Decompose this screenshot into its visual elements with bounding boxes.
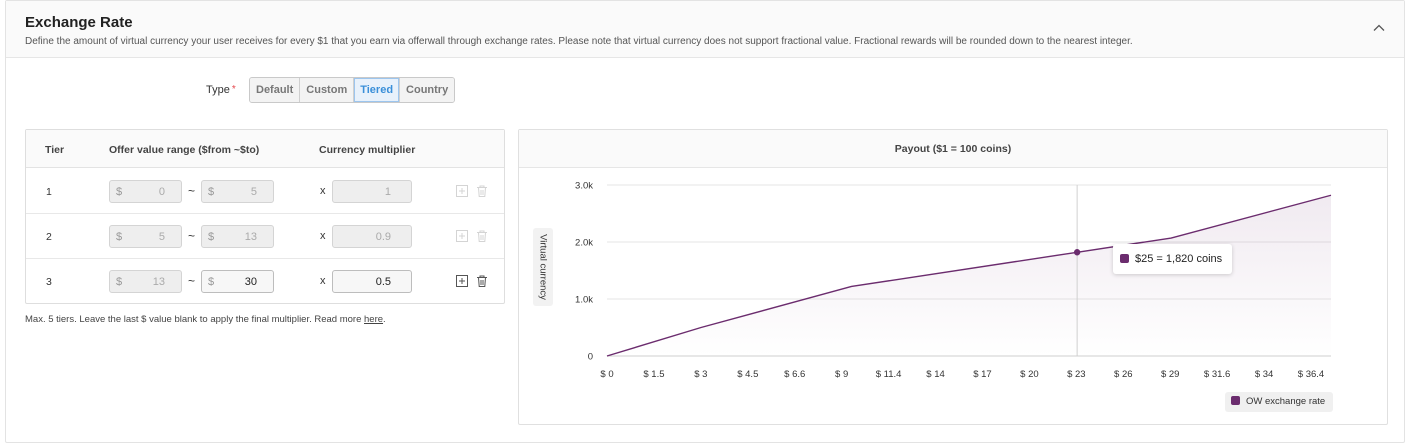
tier-table: Tier Offer value range ($from ~$to) Curr… xyxy=(25,129,505,304)
payout-chart: 0 1.0k 2.0k 3.0k $ 0 $ 1.5 $ 3 $ 4.5 $ 6.6 $ 9 $ 1… xyxy=(575,181,1332,380)
x-tick-label: $ 23 xyxy=(1067,369,1086,380)
x-tick-label: $ 17 xyxy=(973,369,992,380)
to-input[interactable]: $30 xyxy=(201,270,274,293)
x-tick-label: $ 11.4 xyxy=(876,369,902,380)
tier-row: 2 $5 ~ $13 x 0.9 xyxy=(26,214,504,259)
x-tick-label: $ 14 xyxy=(926,369,945,380)
from-input: $13 xyxy=(109,270,182,293)
x-tick-label: $ 26 xyxy=(1114,369,1133,380)
from-input: $0 xyxy=(109,180,182,203)
y-tick-label: 2.0k xyxy=(575,238,593,249)
add-tier-icon[interactable] xyxy=(455,274,469,288)
multiply-sign: x xyxy=(320,275,326,287)
range-tilde: ~ xyxy=(188,274,196,288)
tooltip-point xyxy=(1073,249,1081,256)
header-tier: Tier xyxy=(45,144,65,156)
type-label: Type * xyxy=(206,84,236,96)
type-option-country[interactable]: Country xyxy=(400,78,455,102)
trash-icon xyxy=(477,230,487,242)
exchange-rate-panel: Exchange Rate Define the amount of virtu… xyxy=(5,0,1405,443)
type-option-custom[interactable]: Custom xyxy=(300,78,355,102)
chart-legend[interactable]: OW exchange rate xyxy=(1225,392,1334,412)
chart-header: Payout ($1 = 100 coins) xyxy=(519,130,1387,168)
panel-title: Exchange Rate xyxy=(25,14,133,31)
y-tick-label: 3.0k xyxy=(575,181,593,192)
range-tilde: ~ xyxy=(188,229,196,243)
header-multiplier: Currency multiplier xyxy=(319,144,416,156)
tier-hint: Max. 5 tiers. Leave the last $ value bla… xyxy=(25,314,386,325)
to-input: $5 xyxy=(201,180,274,203)
series-area xyxy=(607,195,1331,356)
x-tick-label: $ 36.4 xyxy=(1298,369,1324,380)
x-tick-label: $ 34 xyxy=(1255,369,1274,380)
tier-table-header: Tier Offer value range ($from ~$to) Curr… xyxy=(26,130,504,168)
tier-row: 3 $13 ~ $30 x 0.5 xyxy=(26,259,504,304)
trash-icon xyxy=(477,185,487,197)
panel-description: Define the amount of virtual currency yo… xyxy=(25,36,1133,47)
range-tilde: ~ xyxy=(188,184,196,198)
y-axis-label: Virtual currency xyxy=(533,228,553,306)
tier-number: 2 xyxy=(46,231,52,243)
tier-number: 1 xyxy=(46,186,52,198)
series-line xyxy=(606,194,1332,357)
type-segmented-control: Default Custom Tiered Country xyxy=(249,77,456,103)
x-tick-label: $ 4.5 xyxy=(737,369,758,380)
tier-row: 1 $0 ~ $5 x 1 xyxy=(26,169,504,214)
multiply-sign: x xyxy=(320,230,326,242)
trash-icon[interactable] xyxy=(475,274,489,288)
from-input: $5 xyxy=(109,225,182,248)
chevron-up-icon[interactable] xyxy=(1372,21,1386,35)
tooltip-swatch xyxy=(1120,254,1129,263)
add-tier-icon xyxy=(456,185,468,197)
add-tier-icon xyxy=(456,230,468,242)
payout-chart-card: Payout ($1 = 100 coins) 0 1.0k 2.0k 3.0k $ 0… xyxy=(518,129,1388,425)
header-range: Offer value range ($from ~$to) xyxy=(109,144,260,156)
legend-swatch xyxy=(1231,396,1240,405)
chart-tooltip: $25 = 1,820 coins xyxy=(1113,244,1233,274)
x-tick-label: $ 20 xyxy=(1020,369,1038,380)
type-option-tiered[interactable]: Tiered xyxy=(354,78,401,102)
to-input: $13 xyxy=(201,225,274,248)
x-tick-label: $ 0 xyxy=(600,369,613,380)
chart-title: Payout ($1 = 100 coins) xyxy=(894,143,1012,155)
x-tick-label: $ 3 xyxy=(694,369,707,380)
multiply-sign: x xyxy=(320,185,326,197)
legend-label: OW exchange rate xyxy=(1246,396,1326,407)
panel-header: Exchange Rate Define the amount of virtu… xyxy=(6,1,1404,58)
multiplier-input: 0.9 xyxy=(332,225,412,248)
read-more-link[interactable]: here xyxy=(364,314,384,325)
required-mark: * xyxy=(231,84,236,95)
multiplier-input: 1 xyxy=(332,180,412,203)
tier-number: 3 xyxy=(46,276,52,288)
x-tick-label: $ 29 xyxy=(1161,369,1180,380)
x-tick-label: $ 6.6 xyxy=(784,369,805,380)
y-tick-label: 0 xyxy=(588,352,593,363)
x-tick-label: $ 31.6 xyxy=(1204,369,1230,380)
y-tick-label: 1.0k xyxy=(575,295,593,306)
x-tick-label: $ 9 xyxy=(835,369,848,380)
multiplier-input[interactable]: 0.5 xyxy=(332,270,412,293)
x-tick-label: $ 1.5 xyxy=(643,369,664,380)
type-option-default[interactable]: Default xyxy=(250,78,301,102)
